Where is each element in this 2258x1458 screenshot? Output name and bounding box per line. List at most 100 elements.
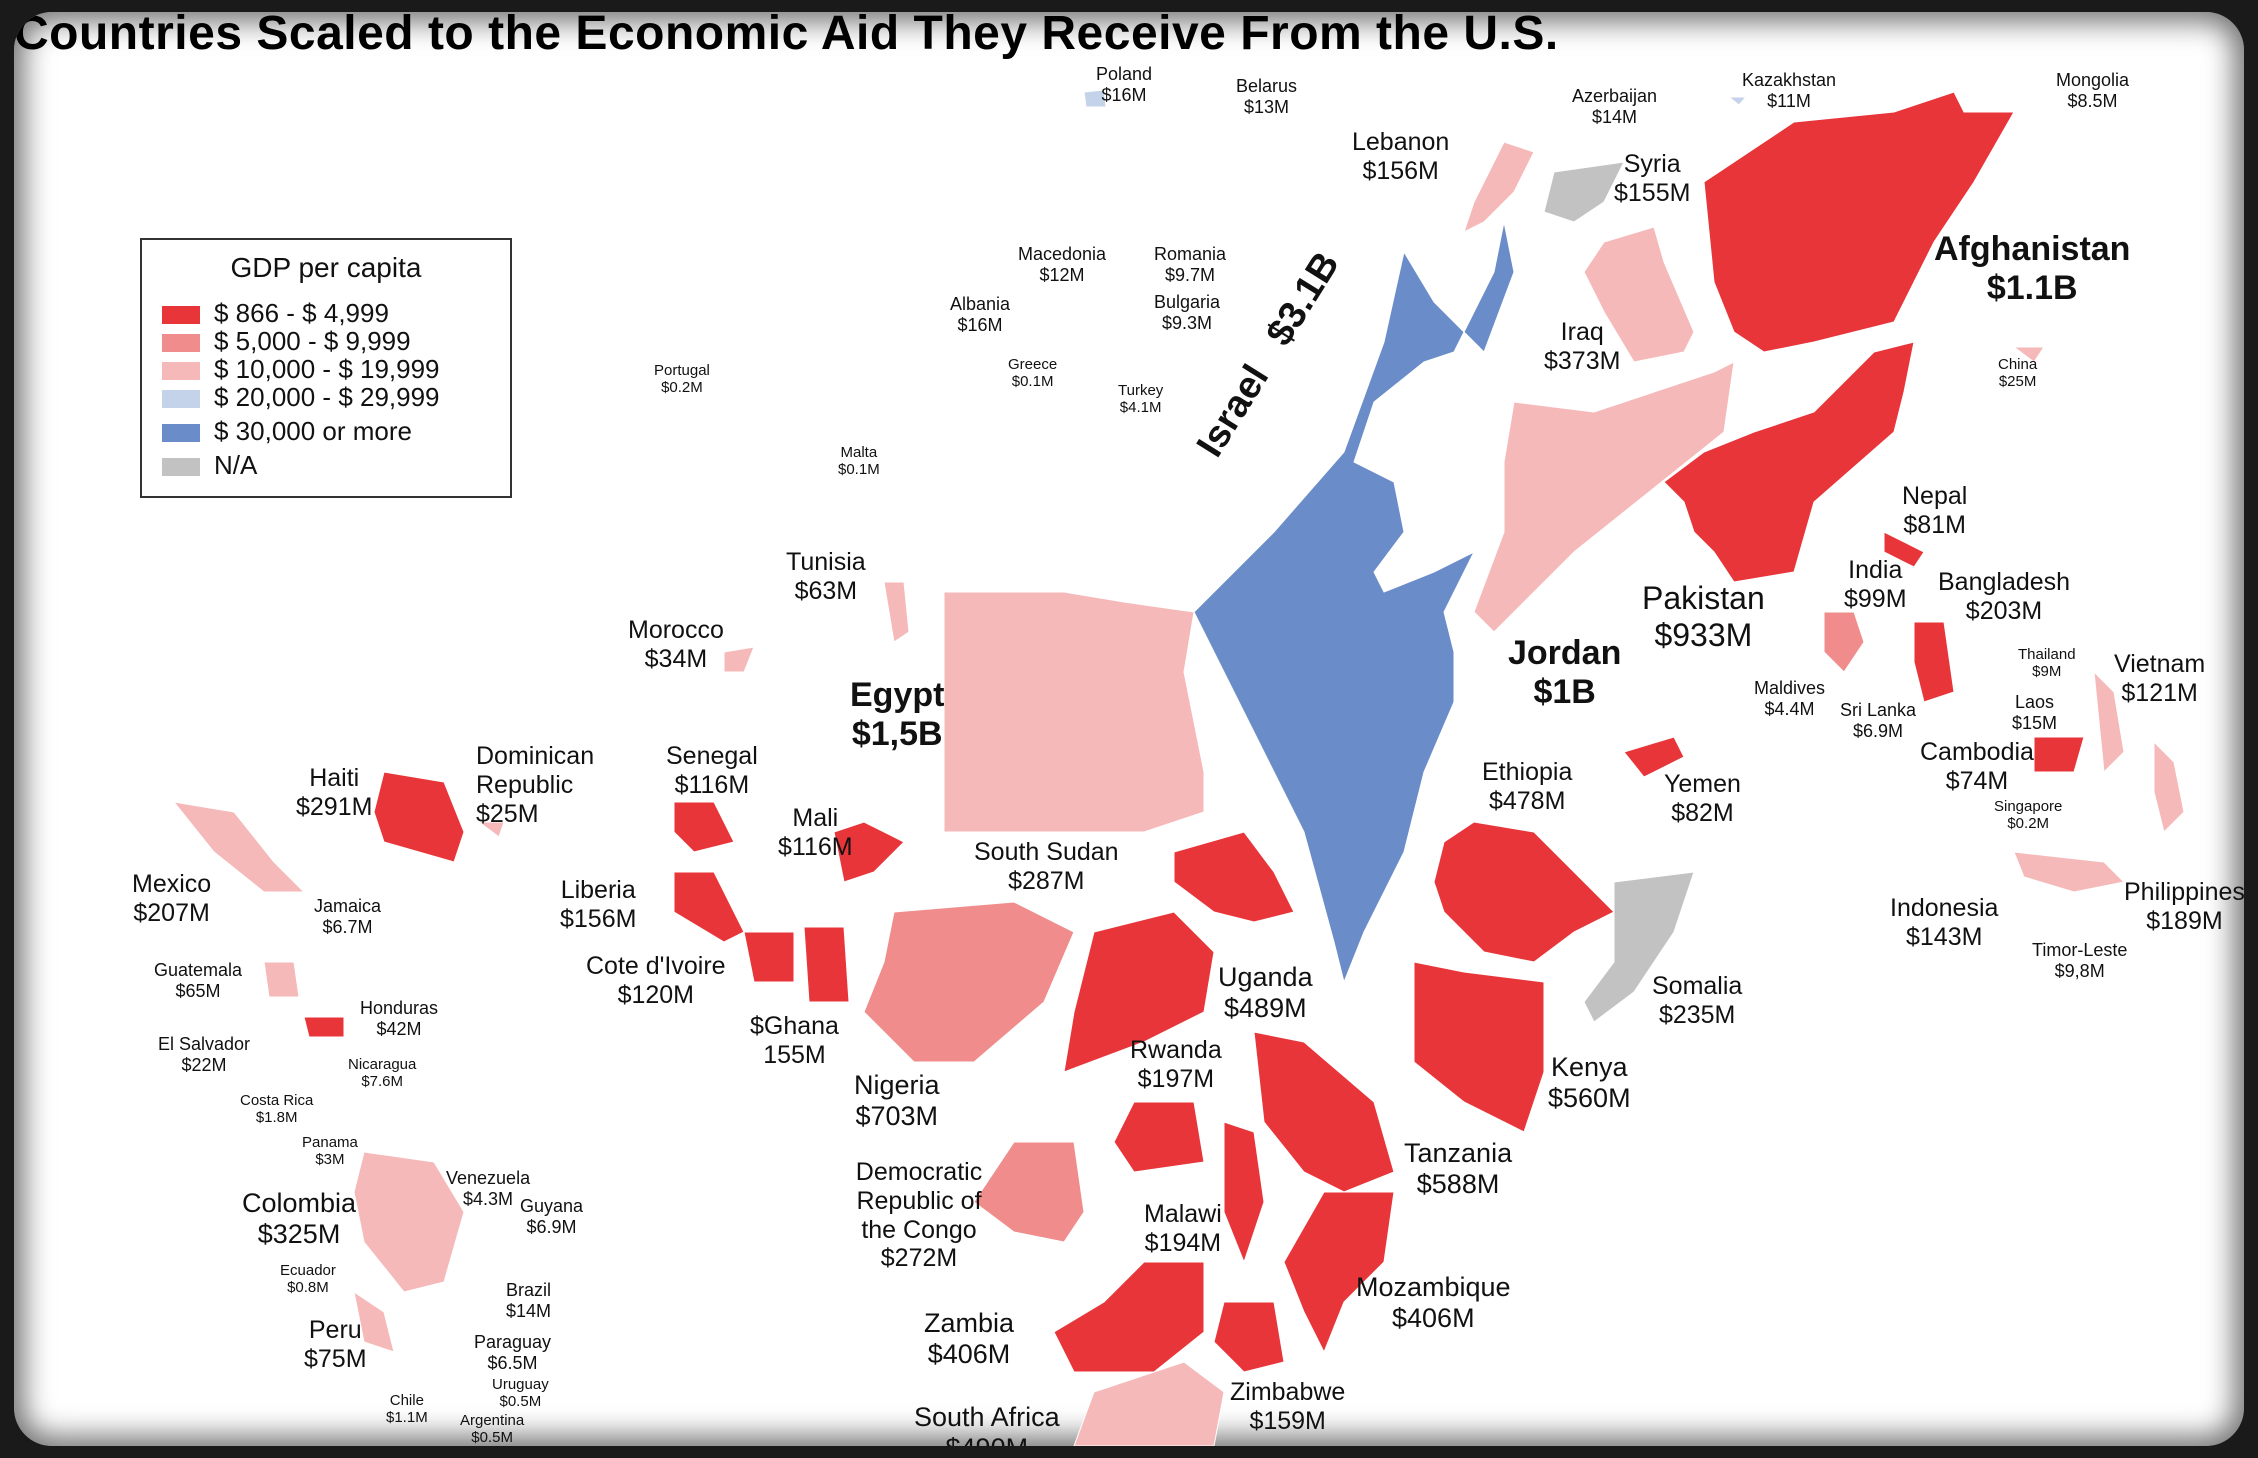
country-name: Jordan bbox=[1508, 634, 1622, 672]
legend-swatch bbox=[162, 458, 200, 477]
label-drc: Democratic Republic of the Congo $272M bbox=[844, 1158, 994, 1273]
country-value: $6.9M bbox=[1853, 720, 1904, 741]
country-value: $6.9M bbox=[526, 1216, 577, 1237]
country-value: $34M bbox=[644, 644, 708, 673]
legend-title: GDP per capita bbox=[230, 252, 422, 283]
country-name: South Sudan bbox=[974, 838, 1119, 866]
country-value: $0.5M bbox=[499, 1393, 542, 1411]
country-value: $99M bbox=[1844, 584, 1907, 613]
country-shape-tunisia bbox=[883, 581, 910, 643]
country-value: $7.6M bbox=[361, 1073, 404, 1091]
country-value: $478M bbox=[1488, 786, 1566, 815]
country-shape-senegal bbox=[673, 801, 735, 853]
country-shape-yemen bbox=[1623, 736, 1685, 778]
country-value: $81M bbox=[1903, 510, 1966, 539]
country-value: $4.4M bbox=[1764, 698, 1815, 719]
label-portugal: Portugal $0.2M bbox=[654, 362, 710, 397]
label-malta: Malta $0.1M bbox=[838, 444, 880, 479]
country-value: $121M bbox=[2121, 678, 2198, 707]
label-macedonia: Macedonia $12M bbox=[1018, 244, 1106, 285]
country-value: $14M bbox=[506, 1300, 552, 1321]
country-name: Kazakhstan bbox=[1742, 70, 1837, 90]
country-value: $189M bbox=[2146, 906, 2223, 935]
label-afghanistan: Afghanistan $1.1B bbox=[1934, 230, 2130, 308]
legend-swatch bbox=[162, 424, 200, 443]
label-rwanda: Rwanda $197M bbox=[1130, 1036, 1222, 1094]
label-uruguay: Uruguay $0.5M bbox=[492, 1376, 549, 1411]
label-jamaica: Jamaica $6.7M bbox=[314, 896, 381, 937]
country-value: $120M bbox=[617, 980, 695, 1009]
label-senegal: Senegal $116M bbox=[666, 742, 758, 800]
label-yemen: Yemen $82M bbox=[1664, 770, 1741, 828]
country-value: $406M bbox=[927, 1339, 1011, 1370]
country-name: Mongolia bbox=[2056, 70, 2130, 90]
country-value: $207M bbox=[133, 898, 210, 927]
label-malawi: Malawi $194M bbox=[1144, 1200, 1222, 1258]
legend-label: N/A bbox=[214, 450, 258, 480]
country-name: China bbox=[1998, 356, 2038, 373]
label-brazil: Brazil $14M bbox=[506, 1280, 551, 1321]
country-shape-ethiopia bbox=[1433, 821, 1615, 963]
country-name: Azerbaijan bbox=[1572, 86, 1658, 106]
country-value: $373M bbox=[1544, 346, 1621, 375]
country-value: $12M bbox=[1039, 264, 1085, 285]
country-name: Guatemala bbox=[154, 960, 243, 980]
country-value: $291M bbox=[296, 792, 373, 821]
country-name: El Salvador bbox=[158, 1034, 251, 1054]
country-value: $1,5B bbox=[851, 715, 943, 754]
country-name: Macedonia bbox=[1018, 244, 1107, 264]
country-value: $194M bbox=[1144, 1228, 1222, 1257]
country-value: $235M bbox=[1658, 1000, 1736, 1029]
label-elsalvador: El Salvador $22M bbox=[158, 1034, 250, 1075]
country-name: Bangladesh bbox=[1938, 568, 2071, 596]
country-name: Portugal bbox=[654, 362, 710, 379]
country-value: $42M bbox=[376, 1018, 422, 1039]
label-nicaragua: Nicaragua $7.6M bbox=[348, 1056, 416, 1091]
country-value: $4.3M bbox=[463, 1188, 514, 1209]
label-morocco: Morocco $34M bbox=[628, 616, 724, 674]
label-mongolia: Mongolia $8.5M bbox=[2056, 70, 2129, 111]
label-mozambique: Mozambique $406M bbox=[1356, 1272, 1511, 1334]
country-shape-tanzania bbox=[1253, 1031, 1395, 1193]
country-name: Zimbabwe bbox=[1230, 1378, 1346, 1406]
country-value: $9.7M bbox=[1165, 264, 1216, 285]
label-panama: Panama $3M bbox=[302, 1134, 358, 1169]
label-kazakhstan: Kazakhstan $11M bbox=[1742, 70, 1836, 111]
label-turkey: Turkey $4.1M bbox=[1118, 382, 1163, 417]
country-name: Guyana bbox=[520, 1196, 584, 1216]
country-value: $65M bbox=[175, 980, 221, 1001]
country-shape-honduras bbox=[303, 1016, 345, 1038]
label-singapore: Singapore $0.2M bbox=[1994, 798, 2062, 833]
country-value: $63M bbox=[794, 576, 858, 605]
country-value: $588M bbox=[1416, 1169, 1500, 1200]
label-azerbaijan: Azerbaijan $14M bbox=[1572, 86, 1657, 127]
country-value: $82M bbox=[1671, 798, 1734, 827]
country-value: $3M bbox=[315, 1151, 345, 1169]
label-guatemala: Guatemala $65M bbox=[154, 960, 242, 1001]
country-name: Egypt bbox=[850, 676, 945, 714]
country-shape-iraq bbox=[1583, 226, 1695, 363]
country-value: $25M bbox=[1998, 373, 2037, 391]
country-name: Ecuador bbox=[280, 1262, 336, 1279]
label-india: India $99M bbox=[1844, 556, 1907, 614]
country-shape-lebanon bbox=[1463, 141, 1535, 233]
legend-item: $ 20,000 - $ 29,999 bbox=[162, 382, 440, 412]
country-name: Albania bbox=[950, 294, 1011, 314]
country-name: Democratic Republic of the Congo bbox=[855, 1158, 983, 1244]
country-shape-nepal bbox=[1883, 531, 1925, 568]
label-pakistan: Pakistan $933M bbox=[1642, 580, 1765, 654]
country-shape-peru bbox=[353, 1290, 395, 1353]
country-name: Zambia bbox=[924, 1308, 1015, 1338]
label-tanzania: Tanzania $588M bbox=[1404, 1138, 1512, 1200]
country-name: Mozambique bbox=[1356, 1272, 1511, 1302]
country-name: Malta bbox=[840, 444, 878, 461]
legend-item: N/A bbox=[162, 450, 258, 480]
label-dominican: Dominican Republic $25M bbox=[476, 742, 616, 828]
label-southsudan: South Sudan $287M bbox=[974, 838, 1119, 896]
label-southafrica: South Africa$490M bbox=[914, 1402, 1060, 1446]
country-value: $14M bbox=[1592, 106, 1638, 127]
country-name: Peru bbox=[308, 1316, 362, 1344]
country-value: $287M bbox=[1008, 866, 1085, 895]
country-shape-liberia bbox=[673, 871, 745, 943]
country-value: $560M bbox=[1548, 1083, 1631, 1114]
